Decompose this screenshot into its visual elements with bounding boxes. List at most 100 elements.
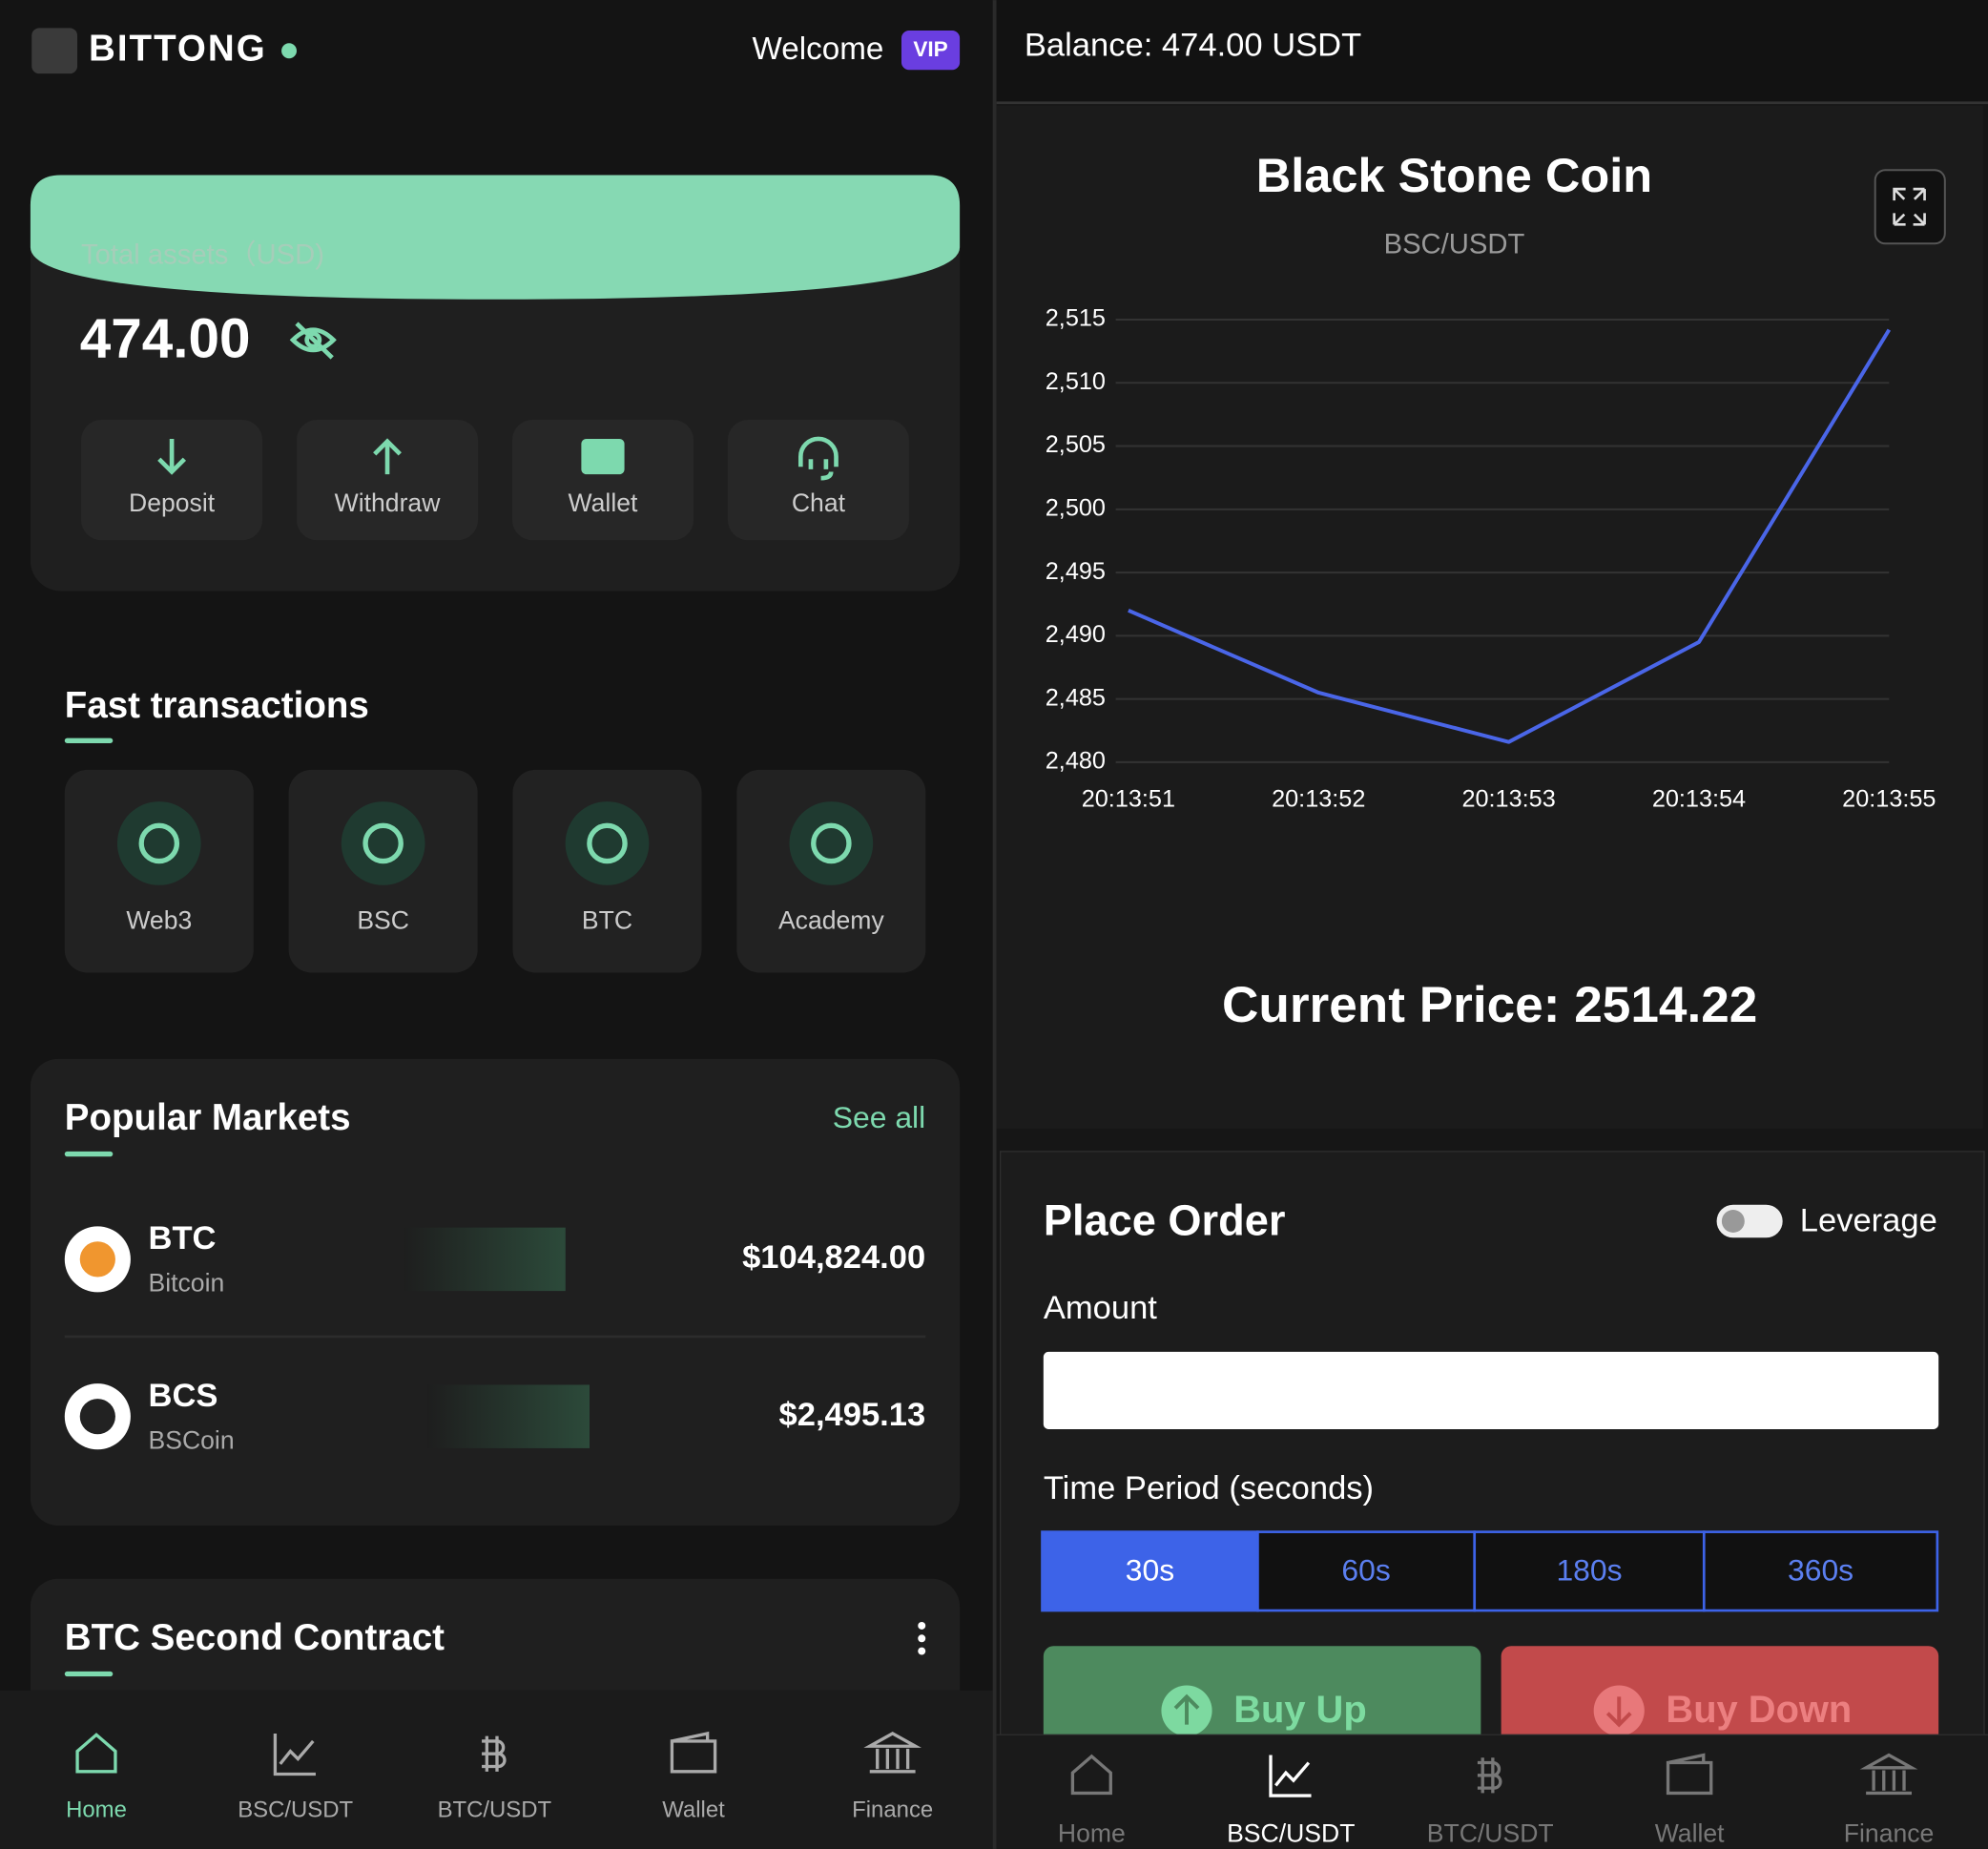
period-label: 30s <box>1126 1553 1174 1588</box>
fast-label: BTC <box>582 905 632 934</box>
expand-icon <box>1893 187 1926 226</box>
icon <box>373 438 402 475</box>
fast-icon <box>138 822 180 864</box>
period-label: 180s <box>1556 1553 1622 1588</box>
nav-item[interactable]: BSC/USDT <box>1227 1755 1355 1848</box>
x-tick-label: 20:13:55 <box>1842 785 1936 812</box>
see-all[interactable]: See all <box>833 1100 925 1134</box>
y-tick-label: 2,515 <box>1046 305 1106 332</box>
fast-title: Fast transactions <box>65 685 369 726</box>
market-row[interactable]: BCS BSCoin $2,495.13 <box>64 1378 925 1454</box>
coin-price: $104,824.00 <box>742 1239 925 1276</box>
fast-icon <box>587 822 628 864</box>
order-title: Place Order <box>1044 1196 1286 1245</box>
y-tick-label: 2,500 <box>1046 494 1106 521</box>
buy-up: Buy Up <box>1233 1689 1367 1731</box>
x-tick-label: 20:13:53 <box>1461 785 1555 812</box>
current-price: Current Price: 2514.22 <box>1222 977 1757 1033</box>
nav-item[interactable]: Wallet <box>662 1731 725 1822</box>
nav-icon <box>863 1732 922 1774</box>
fast-icon-bg <box>116 801 201 885</box>
period-button[interactable]: 360s <box>1702 1530 1939 1612</box>
toggle-knob <box>1721 1210 1745 1233</box>
coin-name: BSCoin <box>149 1425 235 1454</box>
x-tick-label: 20:13:54 <box>1652 785 1746 812</box>
fast-item[interactable]: Academy <box>736 769 926 973</box>
amount-input[interactable] <box>1043 1351 1939 1429</box>
nav-label: Wallet <box>1655 1818 1725 1847</box>
nav-item[interactable]: Wallet <box>1655 1753 1725 1848</box>
expand-button[interactable] <box>1874 169 1946 245</box>
status-dot <box>281 43 298 59</box>
order-section: Place Order Leverage Amount Time Period … <box>999 1151 1985 1797</box>
brand: BITTONG <box>89 28 267 69</box>
contract-section: BTC Second Contract <box>30 1578 961 1691</box>
vip-badge <box>901 30 961 71</box>
period-box <box>1473 1530 1706 1612</box>
fast-icon <box>362 822 404 864</box>
action-button[interactable]: Wallet <box>511 420 694 541</box>
period-button[interactable]: 60s <box>1256 1530 1477 1612</box>
period-box <box>1702 1530 1939 1612</box>
period-button[interactable]: 180s <box>1473 1530 1706 1612</box>
fast-icon-bg <box>789 801 874 885</box>
nav-item[interactable]: Home <box>1058 1754 1126 1847</box>
underline <box>64 738 114 743</box>
eye-icon[interactable] <box>289 322 337 360</box>
order-panel <box>999 1151 1985 1735</box>
market-row[interactable]: BTC Bitcoin $104,824.00 <box>64 1220 925 1297</box>
nav-icon <box>1477 1757 1502 1794</box>
action-button[interactable]: Withdraw <box>297 420 479 541</box>
nav-item[interactable]: BSC/USDT <box>238 1733 354 1822</box>
nav-item[interactable]: BTC/USDT <box>438 1735 552 1823</box>
coin-mark <box>79 1399 115 1435</box>
nav-icon <box>273 1733 316 1776</box>
fast-item[interactable]: BSC <box>288 769 478 973</box>
nav-item[interactable]: Finance <box>852 1732 933 1822</box>
action-tile <box>727 420 909 541</box>
nav-icon <box>75 1733 117 1774</box>
icon <box>797 436 839 481</box>
action-button[interactable]: Deposit <box>81 420 263 541</box>
down-arrow <box>1605 1696 1632 1728</box>
y-tick-label: 2,485 <box>1046 684 1106 711</box>
action-button[interactable]: Chat <box>727 420 909 541</box>
fast-item[interactable]: BTC <box>512 769 702 973</box>
underline <box>64 1151 114 1157</box>
sparkline <box>426 1384 590 1448</box>
chart-subtitle: BSC/USDT <box>1384 230 1525 260</box>
nav-label: BSC/USDT <box>1227 1818 1355 1847</box>
amount-label: Amount <box>1044 1290 1157 1326</box>
nav-label: BTC/USDT <box>1427 1818 1554 1847</box>
nav-icon <box>1666 1753 1713 1796</box>
action-tile <box>511 420 694 541</box>
nav-label: Wallet <box>662 1797 725 1822</box>
period-buttons: 30s 60s 180s 360s <box>1041 1530 1939 1612</box>
up-arrow <box>1173 1693 1200 1725</box>
coin-name: Bitcoin <box>149 1268 225 1297</box>
price-line <box>1128 328 1892 744</box>
buy-down: Buy Down <box>1666 1689 1852 1731</box>
fast-icon <box>811 822 852 864</box>
nav-item[interactable]: BTC/USDT <box>1427 1757 1554 1847</box>
nav-icon <box>670 1731 717 1774</box>
buy-up-button[interactable] <box>1043 1646 1481 1797</box>
fast-item[interactable]: Web3 <box>64 769 254 973</box>
divider <box>992 0 997 1849</box>
period-box <box>1041 1530 1259 1612</box>
y-tick-label: 2,510 <box>1046 368 1106 395</box>
nav-label: Home <box>66 1797 127 1822</box>
icon <box>581 438 625 475</box>
leverage-label: Leverage <box>1800 1202 1937 1238</box>
period-label: Time Period (seconds) <box>1044 1470 1374 1506</box>
coin-symbol: BCS <box>149 1378 218 1414</box>
nav-item[interactable]: Finance <box>1844 1753 1935 1848</box>
contract-title: BTC Second Contract <box>65 1617 445 1658</box>
more-icon[interactable] <box>918 1621 926 1655</box>
nav-item[interactable]: Home <box>66 1733 127 1822</box>
chart-panel <box>996 105 1983 1129</box>
period-button[interactable]: 30s <box>1041 1530 1259 1612</box>
markets-title: Popular Markets <box>65 1097 351 1138</box>
